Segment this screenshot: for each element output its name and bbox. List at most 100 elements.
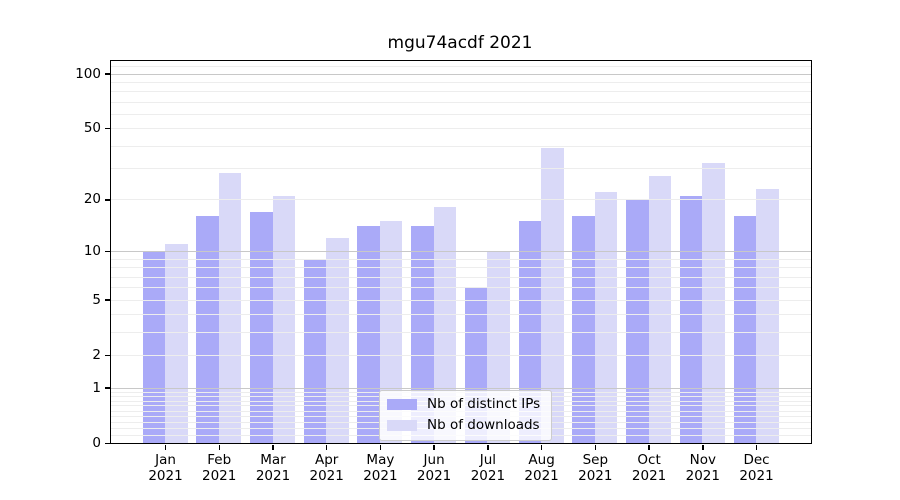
x-tick-month: Jun	[423, 452, 445, 468]
y-tick-mark	[105, 442, 110, 445]
x-tick-year: 2021	[470, 467, 506, 484]
bar-downloads	[433, 207, 457, 443]
y-tick-mark	[105, 299, 110, 301]
legend: Nb of distinct IPs Nb of downloads	[379, 390, 553, 441]
x-tick-mark	[218, 445, 220, 450]
gridline-major	[111, 387, 811, 389]
bar-downloads	[648, 176, 672, 443]
x-tick-month: Mar	[260, 452, 286, 468]
chart-title: mgu74acdf 2021	[387, 33, 533, 53]
x-tick-month: Jul	[479, 452, 497, 468]
y-tick-label: 0	[92, 435, 101, 451]
x-tick-mark	[379, 445, 382, 450]
y-tick-mark	[105, 127, 110, 130]
legend-item: Nb of downloads	[387, 418, 540, 433]
gridline-minor	[111, 91, 811, 93]
bar-downloads	[702, 163, 725, 443]
x-tick-label: Mar 2021	[238, 452, 308, 484]
gridline-minor	[111, 332, 811, 333]
bar-distinct-ips	[572, 216, 595, 443]
bar-distinct-ips	[357, 226, 380, 443]
gridline-minor	[111, 276, 811, 278]
gridline-minor	[111, 128, 811, 130]
gridline-minor	[111, 355, 811, 356]
x-tick-mark	[325, 445, 328, 450]
legend-swatch-distinct-ips	[387, 399, 417, 410]
x-tick-month: May	[366, 452, 395, 468]
x-tick-month: Sep	[582, 452, 609, 468]
y-tick-label: 20	[83, 191, 101, 208]
x-tick-year: 2021	[255, 467, 291, 484]
x-tick-label: Sep 2021	[560, 452, 630, 484]
x-tick-label: May 2021	[345, 452, 415, 484]
x-tick-mark	[702, 445, 704, 450]
y-tick-mark	[105, 387, 110, 389]
y-tick-mark	[105, 73, 110, 75]
bar-downloads	[541, 147, 564, 443]
x-tick-year: 2021	[685, 467, 720, 484]
gridline-minor	[111, 199, 811, 201]
bar-distinct-ips	[142, 251, 165, 443]
x-tick-year: 2021	[631, 467, 667, 484]
x-tick-year: 2021	[363, 467, 398, 484]
legend-label: Nb of distinct IPs	[427, 396, 541, 412]
bar-downloads	[756, 188, 779, 443]
x-tick-year: 2021	[739, 467, 774, 484]
grid-layer	[111, 61, 811, 443]
gridline-major	[111, 251, 811, 252]
x-tick-mark	[594, 445, 597, 450]
gridline-minor	[111, 287, 811, 289]
legend-swatch-downloads	[387, 420, 417, 431]
x-tick-month: Aug	[528, 452, 555, 468]
x-tick-month: Nov	[689, 452, 716, 468]
gridline-minor	[111, 299, 811, 301]
gridline-minor	[111, 113, 811, 115]
bar-distinct-ips	[733, 216, 756, 443]
gridline-minor	[111, 101, 811, 103]
y-tick-label: 50	[83, 120, 101, 137]
y-tick-label: 2	[92, 347, 101, 363]
x-tick-label: Jul 2021	[453, 452, 523, 484]
gridline-minor	[111, 81, 811, 83]
x-tick-mark	[648, 445, 650, 450]
legend-item: Nb of distinct IPs	[387, 397, 540, 412]
x-tick-mark	[540, 445, 543, 450]
x-tick-mark	[755, 445, 758, 450]
x-tick-label: Dec 2021	[722, 452, 792, 484]
x-tick-mark	[272, 445, 274, 450]
bar-downloads	[594, 191, 618, 443]
gridline-minor	[111, 65, 811, 67]
x-tick-label: Feb 2021	[184, 452, 254, 484]
x-tick-year: 2021	[202, 467, 237, 484]
bar-downloads	[272, 195, 295, 443]
gridline-minor	[111, 258, 811, 260]
legend-label: Nb of downloads	[427, 417, 540, 433]
gridline-minor	[111, 168, 811, 169]
y-tick-mark	[105, 250, 110, 253]
x-tick-month: Oct	[637, 452, 661, 468]
y-tick-label: 10	[83, 243, 101, 259]
x-tick-label: Aug 2021	[507, 452, 577, 484]
x-tick-mark	[164, 445, 167, 450]
y-tick-mark	[105, 354, 110, 357]
x-tick-mark	[433, 445, 435, 450]
bar-downloads	[165, 244, 188, 443]
gridline-minor	[111, 267, 811, 269]
bar-distinct-ips	[250, 211, 273, 443]
x-tick-label: Apr 2021	[292, 452, 362, 484]
y-tick-label: 100	[75, 65, 101, 82]
x-tick-label: Oct 2021	[614, 452, 684, 484]
plot-area	[110, 60, 812, 444]
x-tick-mark	[487, 445, 489, 450]
y-tick-label: 5	[92, 291, 101, 308]
bar-distinct-ips	[679, 195, 703, 443]
bar-distinct-ips	[626, 199, 649, 443]
x-tick-month: Dec	[743, 452, 770, 468]
x-tick-year: 2021	[524, 467, 559, 484]
y-tick-mark	[105, 199, 110, 201]
x-tick-month: Jan	[155, 452, 176, 468]
bar-distinct-ips	[411, 226, 434, 443]
x-tick-label: Nov 2021	[668, 452, 738, 484]
x-tick-year: 2021	[578, 467, 613, 484]
x-tick-label: Jun 2021	[399, 452, 469, 484]
